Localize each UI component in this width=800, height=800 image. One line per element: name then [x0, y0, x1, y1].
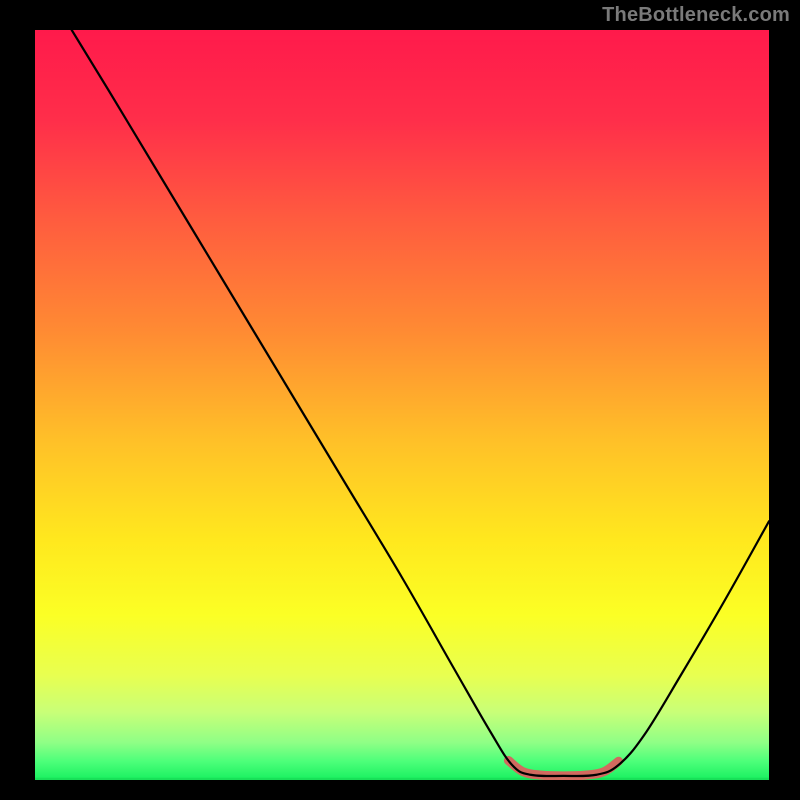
gradient-background — [35, 30, 769, 780]
watermark-text: TheBottleneck.com — [602, 4, 790, 27]
chart-area — [35, 30, 769, 780]
bottleneck-curve-chart — [35, 30, 769, 780]
